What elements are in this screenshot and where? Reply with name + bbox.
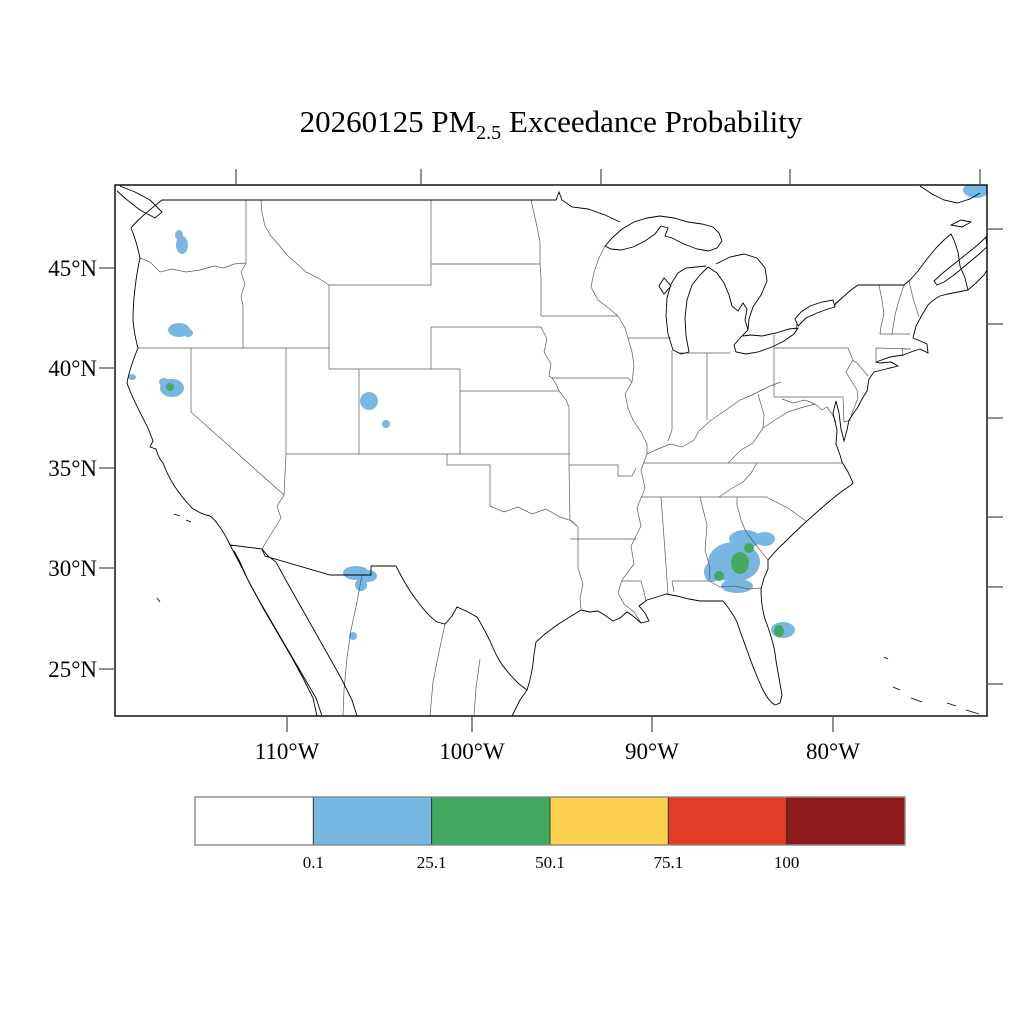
colorbar-cell [667, 796, 788, 846]
exceedance-patch [355, 579, 367, 591]
lat-tick-label: 45°N [48, 256, 97, 281]
lat-tick-label: 40°N [48, 356, 97, 381]
lon-tick-label: 100°W [439, 739, 505, 764]
colorbar-label: 0.1 [303, 853, 324, 872]
map-frame [114, 184, 988, 717]
exceedance-patch [360, 392, 378, 410]
exceedance-patch [721, 579, 753, 593]
exceedance-patch [731, 552, 749, 574]
exceedance-patch [159, 378, 169, 386]
lat-tick-label: 25°N [48, 657, 97, 682]
exceedance-area [128, 374, 136, 380]
exceedance-patch [755, 532, 775, 546]
exceedance-patch [714, 571, 724, 581]
exceedance-patch [175, 230, 183, 240]
exceedance-patch [176, 236, 188, 254]
exceedance-patch [774, 625, 784, 637]
lon-tick-label: 110°W [255, 739, 320, 764]
chart-title-suffix: Exceedance Probability [501, 104, 803, 139]
exceedance-area [343, 566, 377, 591]
exceedance-patch [729, 530, 761, 548]
exceedance-patch [128, 374, 136, 380]
exceedance-area [166, 383, 174, 391]
colorbar: 0.1 25.1 50.1 75.1 100 [194, 796, 906, 872]
lat-tick-label: 35°N [48, 456, 97, 481]
chart-title-prefix: 20260125 PM [299, 104, 477, 139]
axis-ticks-layer: 45°N 40°N 35°N 30°N 25°N 110°W 100°W 90°W 80°W [48, 169, 1003, 764]
lon-tick-label: 80°W [806, 739, 860, 764]
exceedance-patch [963, 185, 987, 198]
exceedance-area [774, 625, 784, 637]
colorbar-label: 100 [774, 853, 800, 872]
exceedance-patch [744, 543, 754, 553]
exceedance-area [175, 230, 188, 254]
colorbar-cell [431, 796, 551, 846]
colorbar-outline [194, 796, 906, 846]
exceedance-patch [166, 383, 174, 391]
exceedance-areas-layer [128, 185, 987, 640]
exceedance-patch [183, 329, 193, 337]
colorbar-cell [194, 796, 314, 846]
colorbar-cell [312, 796, 433, 846]
exceedance-area [382, 420, 390, 428]
coastline-and-borders [116, 185, 987, 716]
state-borders [138, 199, 920, 716]
basemap [116, 185, 987, 716]
exceedance-area [360, 392, 378, 410]
exceedance-patch [349, 632, 357, 640]
chart-title: 20260125 PM2.5 Exceedance Probability [115, 104, 987, 145]
colorbar-cell [786, 796, 906, 846]
lat-tick-label: 30°N [48, 556, 97, 581]
colorbar-label: 75.1 [653, 853, 683, 872]
exceedance-area [963, 185, 987, 198]
lon-tick-label: 90°W [625, 739, 679, 764]
chart-title-subscript: 2.5 [476, 122, 502, 145]
exceedance-patch [382, 420, 390, 428]
exceedance-patch [359, 570, 377, 582]
colorbar-label: 50.1 [535, 853, 565, 872]
colorbar-label: 25.1 [417, 853, 447, 872]
exceedance-area [714, 543, 754, 581]
colorbar-cell [549, 796, 669, 846]
exceedance-area [349, 632, 357, 640]
exceedance-area [168, 323, 193, 337]
